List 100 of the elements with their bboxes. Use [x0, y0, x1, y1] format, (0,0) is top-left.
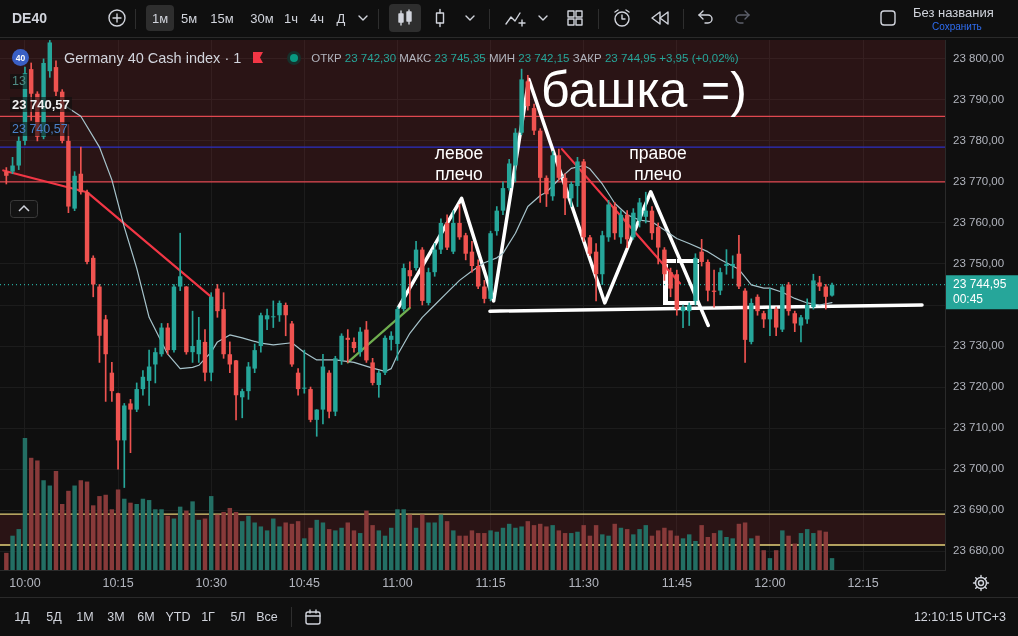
bar: [593, 525, 599, 570]
bar: [817, 530, 822, 570]
bar: [190, 501, 195, 570]
bar: [128, 502, 133, 570]
text: 12:10:15 UTC+3: [913, 609, 1006, 624]
x-tick-label: 11:00: [382, 575, 413, 590]
bar: [53, 471, 59, 570]
text: Сохранить: [932, 21, 982, 32]
text: 15м: [210, 10, 234, 26]
bar: [302, 538, 307, 570]
text: DE40: [12, 10, 48, 26]
symbol-badge: 40: [12, 49, 29, 66]
bar: [140, 498, 146, 570]
x-tick-label: 10:45: [288, 575, 321, 590]
bar: [196, 519, 202, 570]
bar: [41, 480, 46, 570]
text: 5м: [180, 10, 198, 26]
bar: [680, 538, 686, 570]
bar: [655, 530, 661, 570]
bar: [804, 529, 810, 570]
bar: [4, 552, 9, 570]
bar: [10, 535, 15, 570]
bar: [475, 533, 481, 570]
annotation: 13: [10, 74, 28, 89]
y-tick-label: 23 720,00: [953, 380, 1005, 393]
candlestick: [271, 300, 276, 328]
bar: [283, 522, 288, 570]
y-tick-label: 23 780,00: [953, 134, 1005, 147]
bar: [488, 530, 493, 570]
bar: [134, 504, 139, 570]
text: 4ч: [309, 10, 325, 26]
y-tick-label: 23 690,00: [953, 503, 1005, 516]
bar: [686, 534, 692, 570]
bar: [72, 485, 77, 570]
bar: [544, 526, 549, 570]
bar: [146, 500, 152, 570]
bar: [184, 510, 189, 570]
bar: [829, 558, 835, 570]
text: ОТКР 23 742,30 МАКС 23 745,35 МИН 23 742,15 ЗАКР 23 744,95 +3,95 (+0,02%): [311, 51, 739, 64]
bar: [612, 523, 617, 570]
y-tick-label: 23 750,00: [953, 257, 1005, 270]
text: Д: [336, 10, 346, 26]
text: 5Л: [230, 609, 246, 624]
bar: [122, 498, 127, 570]
candlestick: [302, 349, 307, 394]
y-tick-label: 23 790,00: [953, 93, 1005, 106]
bar: [345, 522, 351, 570]
bar: [711, 533, 717, 570]
bar: [786, 535, 791, 570]
bar: [699, 525, 704, 570]
bar: [357, 533, 363, 570]
text: 30м: [250, 10, 274, 26]
bar: [115, 489, 121, 570]
text: 6М: [137, 609, 155, 624]
annotation: правое плечо: [629, 142, 687, 185]
y-tick-label: 23 700,00: [953, 462, 1005, 475]
bar: [705, 537, 711, 570]
x-tick-label: 12:00: [754, 575, 786, 590]
x-tick-label: 10:00: [9, 575, 41, 590]
bar: [308, 527, 313, 570]
x-tick-label: 10:15: [102, 575, 134, 590]
bar: [208, 496, 214, 570]
bar: [165, 515, 170, 570]
bar: [767, 558, 773, 570]
text: 1ч: [283, 10, 299, 26]
bar: [798, 533, 804, 570]
text: 1Д: [14, 609, 30, 624]
y-tick-label: 23 760,00: [953, 216, 1005, 229]
bar: [773, 550, 779, 570]
bar: [550, 525, 555, 570]
text: Все: [256, 609, 278, 624]
text: 1Г: [201, 609, 215, 624]
bar: [531, 525, 537, 570]
text: Без названия: [913, 4, 994, 20]
bar: [320, 522, 326, 570]
bar: [444, 521, 450, 570]
text: 1М: [76, 609, 94, 624]
bar: [780, 530, 785, 570]
bar: [581, 525, 586, 570]
x-tick-label: 10:30: [195, 575, 227, 590]
bar: [16, 529, 21, 570]
x-tick-label: 11:15: [475, 575, 506, 590]
text: 5Д: [46, 609, 62, 624]
bar: [482, 533, 487, 570]
bar: [227, 507, 233, 570]
y-tick-label: 23 800,00: [953, 52, 1005, 65]
bar: [109, 509, 115, 570]
bar: [295, 521, 301, 570]
bar: [643, 525, 649, 570]
bar: [624, 529, 630, 570]
annotation: 23 740,57: [10, 97, 72, 112]
bar: [28, 457, 34, 570]
bar: [233, 511, 239, 570]
bar: [742, 522, 748, 570]
bar: [351, 530, 357, 570]
text: YTD: [165, 609, 191, 624]
text: 1м: [151, 10, 169, 26]
annotation: 23 740,57: [10, 122, 70, 136]
bar: [258, 526, 264, 570]
bar: [91, 505, 96, 570]
